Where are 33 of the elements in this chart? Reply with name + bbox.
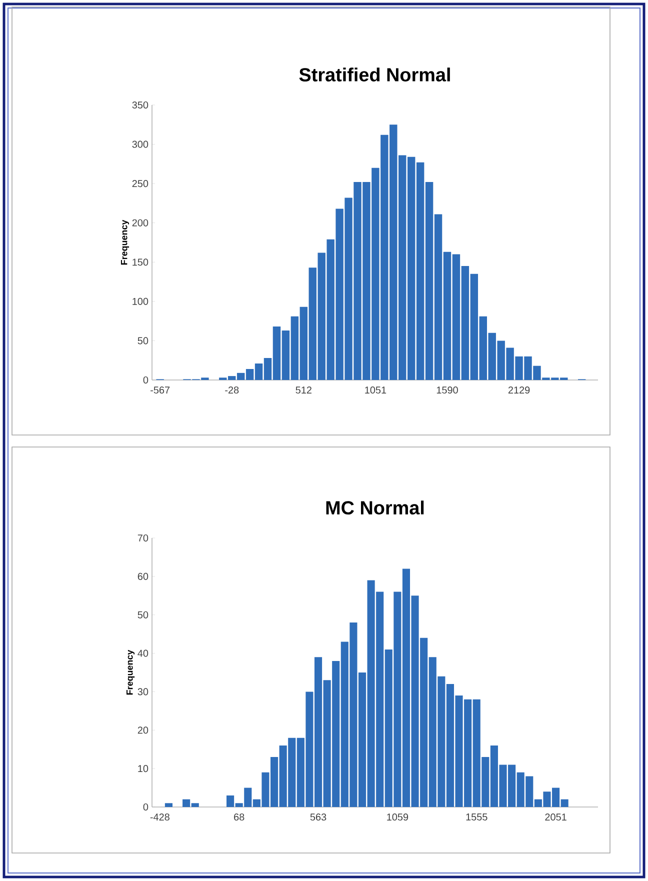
y-tick-label: 40 [138,650,148,657]
y-tick-label: 20 [138,726,148,734]
x-tick-label: 1051 [365,386,386,394]
y-axis-title: Frequency [120,220,130,265]
y-tick-label: 10 [138,765,148,772]
x-tick-label: -428 [150,814,170,821]
bar [164,803,172,807]
y-tick-label: 70 [138,534,148,542]
y-tick-label: 350 [132,101,148,109]
x-tick-label: 2051 [545,814,566,821]
y-tick-label: 50 [138,611,148,618]
y-tick-label: 0 [143,376,148,384]
x-tick-label: 563 [310,814,326,821]
y-tick-label: 30 [138,688,148,696]
y-tick-label: 0 [143,803,148,811]
chart-title: MC Normal [326,500,424,515]
y-tick-label: 300 [132,140,148,148]
chart-title: Stratified Normal [299,68,450,82]
x-tick-label: 68 [234,814,244,821]
x-tick-label: -28 [225,386,239,394]
x-tick-label: 1590 [436,386,458,394]
x-tick-label: -567 [150,386,170,394]
y-tick-label: 150 [132,258,148,266]
y-tick-label: 50 [138,337,148,344]
y-tick-label: 100 [132,298,148,305]
y-tick-label: 60 [138,572,148,580]
x-tick-label: 1555 [466,814,488,820]
y-axis-title: Frequency [126,650,135,695]
y-tick-label: 250 [132,180,148,188]
x-tick-label: 512 [296,386,312,394]
x-tick-label: 1059 [387,814,408,821]
y-tick-label: 200 [132,219,148,226]
x-tick-label: 2129 [508,386,530,394]
